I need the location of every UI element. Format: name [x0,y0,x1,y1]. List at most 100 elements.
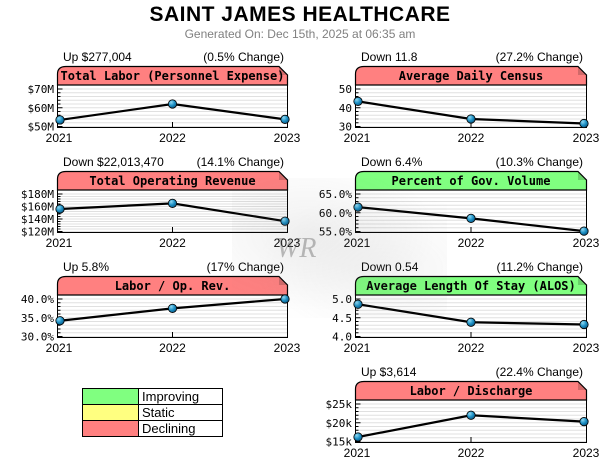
x-tick-label-2023: 2023 [274,341,301,355]
chart-title-tab [354,275,588,296]
chart-title: Labor / Op. Rev. [115,279,231,293]
x-tick-label-2023: 2023 [274,131,301,145]
x-tick-label-2022: 2022 [458,446,485,460]
chart-header: Down 0.54 (11.2% Change) [313,260,598,275]
chart-delta-text: Up 5.8% [63,260,110,274]
chart-plot-total-operating-revenue: Total Operating Revenue $180M$160M$140M$1… [21,170,301,250]
y-tick-label: $70M [28,83,55,96]
page-title: SAINT JAMES HEALTHCARE [149,3,451,26]
chart-title: Labor / Discharge [410,384,533,398]
chart-title-tab [56,275,289,296]
x-tick-label-2022: 2022 [458,131,485,145]
chart-change-text: (14.1% Change) [196,155,284,169]
chart-delta-text: Down 11.8 [361,50,418,64]
chart-title-tab [354,170,588,191]
data-point-2021 [55,204,65,214]
data-point-2022 [466,317,476,327]
tab-fold-shade [279,277,287,285]
chart-title-tab [354,380,588,401]
chart-delta-text: Down 6.4% [361,155,423,169]
legend-label-improving: Improving [138,388,223,405]
chart-change-text: (27.2% Change) [495,50,583,64]
y-tick-label: 35.0% [21,312,54,325]
data-point-2023 [579,118,589,129]
y-tick-label: $15k [326,436,353,449]
chart-delta-text: Up $3,614 [361,365,417,379]
x-tick-label-2023: 2023 [274,236,301,250]
data-point-2021 [353,96,363,106]
y-tick-label: 5.0 [332,293,352,306]
x-tick-label-2021: 2021 [46,131,73,145]
tab-fold-shade [578,277,586,285]
chart-header: Up $3,614 (22.4% Change) [313,365,598,380]
data-point-2023 [579,226,589,236]
plot-frame [355,190,587,233]
x-tick-label-2023: 2023 [573,446,600,460]
data-point-2022 [167,198,178,208]
y-tick-label: $120M [21,226,54,239]
chart-header: Down 11.8 (27.2% Change) [313,50,598,65]
legend-row-declining: Declining [82,420,223,437]
data-point-2023 [280,294,290,304]
legend-swatch-static [82,404,139,421]
chart-change-text: (22.4% Change) [495,365,583,379]
chart-total-operating-revenue: Down $22,013,470 (14.1% Change) Total Oper… [20,155,307,250]
plot-frame [57,295,288,338]
plot-background [355,400,587,443]
data-point-2022 [167,99,178,109]
data-point-2021 [353,432,363,442]
chart-title: Average Daily Census [399,69,544,83]
data-point-2023 [280,114,290,124]
chart-percent-of-gov-volume: Down 6.4% (10.3% Change) Percent of Gov. V… [313,155,600,250]
tab-fold-shade [578,172,586,180]
data-point-2021 [353,202,363,212]
chart-labor-discharge: Up $3,614 (22.4% Change) Labor / Discharge… [313,365,600,460]
x-tick-label-2023: 2023 [573,236,600,250]
chart-plot-percent-of-gov-volume: Percent of Gov. Volume65.0%60.0%55.0%202… [319,170,600,250]
data-point-2022 [466,410,476,420]
y-tick-label: 60.0% [319,207,352,220]
chart-change-text: (17% Change) [206,260,284,274]
x-tick-label-2021: 2021 [344,131,371,145]
x-tick-label-2022: 2022 [458,341,485,355]
chart-plot-total-labor-personnel-expense: Total Labor (Personnel Expense) $70M $60M $… [28,65,301,145]
y-tick-label: 65.0% [319,188,352,201]
legend-swatch-improving [82,388,139,405]
data-point-2023 [280,216,290,226]
legend-row-improving: Improving [82,388,223,405]
plot-frame [355,295,587,338]
x-tick-label-2022: 2022 [159,236,186,250]
x-tick-label-2022: 2022 [458,236,485,250]
chart-labor-op-rev: Up 5.8% (17% Change) Labor / Op. Rev. 40.0%… [20,260,307,355]
y-tick-label: 40 [339,102,352,115]
x-tick-label-2022: 2022 [159,131,186,145]
plot-frame [57,85,288,128]
tab-fold-shade [578,67,586,75]
chart-header: Up $277,004 (0.5% Change) [20,50,307,65]
chart-title: Total Labor (Personnel Expense) [61,69,285,83]
chart-delta-text: Down 0.54 [361,260,419,274]
data-point-2022 [466,114,476,124]
x-tick-label-2023: 2023 [573,341,600,355]
y-tick-label: $20k [326,417,353,430]
y-tick-label: 40.0% [21,293,54,306]
x-tick-label-2023: 2023 [573,131,600,145]
y-tick-label: $50M [28,121,55,134]
y-tick-label: 50 [339,83,352,96]
legend-label-declining: Declining [138,420,223,437]
y-tick-label: $140M [21,213,54,226]
data-point-2022 [466,213,476,223]
chart-change-text: (0.5% Change) [203,50,284,64]
y-tick-label: $180M [21,188,54,201]
plot-frame [355,85,587,128]
y-tick-label: $160M [21,201,54,214]
chart-title: Average Length Of Stay (ALOS) [366,279,576,293]
y-tick-label: 4.5 [332,312,352,325]
chart-average-daily-census: Down 11.8 (27.2% Change) Average Daily Cen… [313,50,600,145]
chart-delta-text: Up $277,004 [63,50,132,64]
status-legend: Improving Static Declining [82,388,223,437]
x-tick-label-2021: 2021 [344,341,371,355]
